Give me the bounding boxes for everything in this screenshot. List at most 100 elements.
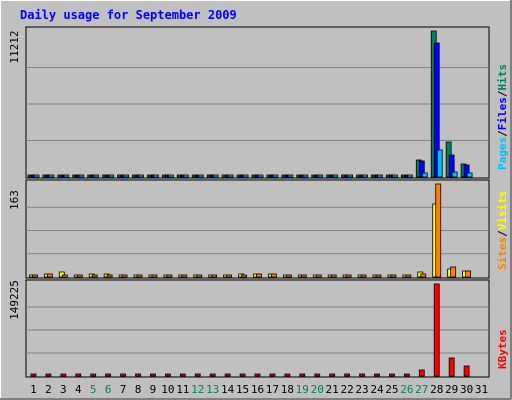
plot-area bbox=[25, 26, 490, 179]
bar-kbytes-day-11 bbox=[179, 373, 186, 377]
bar-sites-day-11 bbox=[181, 274, 188, 278]
bar-sites-day-21 bbox=[330, 274, 337, 278]
x-tick-label: 24 bbox=[370, 383, 384, 396]
bar-pages-day-25 bbox=[392, 174, 398, 178]
bar-pages-day-10 bbox=[167, 174, 174, 178]
bar-kbytes-day-22 bbox=[344, 373, 351, 377]
panel-2: 163 Sites/Visits bbox=[8, 179, 509, 279]
bar-pages-day-15 bbox=[242, 174, 249, 178]
panel-3: 149225 KBytes bbox=[8, 279, 509, 378]
bar-kbytes-day-20 bbox=[314, 373, 321, 377]
y-max-label: 11212 bbox=[8, 30, 21, 63]
bar-sites-day-3 bbox=[61, 274, 68, 278]
bar-kbytes-day-25 bbox=[389, 373, 395, 377]
legend-entry-visits: Visits bbox=[496, 191, 509, 231]
bar-pages-day-4 bbox=[78, 174, 85, 178]
bar-sites-day-25 bbox=[390, 274, 397, 278]
bar-sites-day-15 bbox=[241, 274, 247, 278]
bar-pages-day-27 bbox=[421, 172, 428, 178]
bar-kbytes-day-1 bbox=[30, 373, 37, 377]
bar-pages-day-16 bbox=[257, 174, 264, 178]
bar-kbytes-day-14 bbox=[224, 373, 231, 377]
x-tick-label: 10 bbox=[161, 383, 174, 396]
x-tick-label: 17 bbox=[266, 383, 279, 396]
bar-sites-day-22 bbox=[345, 274, 352, 278]
bar-pages-day-26 bbox=[406, 174, 413, 178]
bar-sites-day-24 bbox=[375, 274, 382, 278]
bar-sites-day-12 bbox=[196, 274, 203, 278]
legend-separator: / bbox=[496, 130, 509, 137]
x-tick-label: 18 bbox=[281, 383, 294, 396]
bar-pages-day-7 bbox=[123, 174, 129, 178]
x-tick-label: 20 bbox=[311, 383, 324, 396]
bar-sites-day-13 bbox=[211, 274, 218, 278]
bar-kbytes-day-18 bbox=[284, 373, 291, 377]
bar-kbytes-day-29 bbox=[448, 357, 455, 377]
bar-sites-day-4 bbox=[76, 274, 83, 278]
x-tick-label: 3 bbox=[60, 383, 67, 396]
bar-pages-day-24 bbox=[377, 174, 383, 178]
bar-kbytes-day-26 bbox=[403, 373, 410, 377]
legend-entry-kbytes: KBytes bbox=[496, 329, 509, 369]
x-tick-label: 16 bbox=[251, 383, 264, 396]
x-tick-label: 11 bbox=[176, 383, 189, 396]
bar-kbytes-day-28 bbox=[433, 283, 440, 377]
bar-sites-day-2 bbox=[47, 273, 53, 278]
bar-pages-day-6 bbox=[108, 174, 115, 178]
bar-sites-day-19 bbox=[300, 274, 307, 278]
bar-pages-day-13 bbox=[212, 174, 219, 178]
x-tick-label: 15 bbox=[236, 383, 249, 396]
legend-entry-hits: Hits bbox=[496, 64, 509, 91]
bar-pages-day-29 bbox=[451, 171, 458, 178]
bar-files-day-28 bbox=[433, 42, 440, 178]
bar-sites-day-10 bbox=[166, 274, 173, 278]
bar-pages-day-17 bbox=[272, 174, 279, 178]
bar-kbytes-day-27 bbox=[418, 369, 425, 377]
bar-sites-day-29 bbox=[450, 266, 457, 278]
bar-sites-day-1 bbox=[32, 274, 38, 278]
bar-sites-day-17 bbox=[271, 273, 277, 278]
bar-sites-day-14 bbox=[226, 274, 233, 278]
x-tick-label: 23 bbox=[355, 383, 368, 396]
bar-kbytes-day-4 bbox=[75, 373, 82, 377]
bar-pages-day-3 bbox=[63, 174, 70, 178]
bar-sites-day-27 bbox=[420, 273, 427, 278]
bar-sites-day-8 bbox=[136, 274, 143, 278]
bar-kbytes-day-5 bbox=[90, 373, 97, 377]
x-tick-label: 21 bbox=[326, 383, 339, 396]
bar-pages-day-9 bbox=[153, 174, 159, 178]
x-tick-label: 22 bbox=[340, 383, 353, 396]
bar-kbytes-day-19 bbox=[299, 373, 306, 377]
legend-separator: / bbox=[496, 90, 509, 97]
bar-pages-day-5 bbox=[93, 174, 100, 178]
bar-kbytes-day-24 bbox=[374, 373, 380, 377]
bar-pages-day-2 bbox=[48, 174, 55, 178]
bar-sites-day-16 bbox=[256, 273, 262, 278]
bar-kbytes-day-21 bbox=[329, 373, 336, 377]
bar-sites-day-28 bbox=[435, 183, 442, 278]
x-tick-label: 8 bbox=[135, 383, 142, 396]
legend: Sites/Visits bbox=[496, 191, 509, 271]
bar-pages-day-19 bbox=[302, 174, 309, 178]
legend: Pages/Files/Hits bbox=[496, 64, 509, 170]
bar-kbytes-day-10 bbox=[164, 373, 171, 377]
bar-kbytes-day-17 bbox=[269, 373, 276, 377]
bar-sites-day-20 bbox=[315, 274, 322, 278]
x-tick-label: 6 bbox=[105, 383, 112, 396]
bar-kbytes-day-12 bbox=[194, 373, 201, 377]
x-tick-label: 9 bbox=[150, 383, 157, 396]
bar-sites-day-9 bbox=[151, 274, 158, 278]
x-tick-label: 31 bbox=[475, 383, 488, 396]
bar-kbytes-day-9 bbox=[150, 373, 156, 377]
bar-files-day-27 bbox=[418, 160, 425, 178]
bar-pages-day-23 bbox=[362, 174, 368, 178]
bar-visits-day-3 bbox=[58, 271, 65, 278]
bar-kbytes-day-23 bbox=[359, 373, 365, 377]
legend-entry-pages: Pages bbox=[496, 137, 509, 170]
bar-sites-day-7 bbox=[121, 274, 128, 278]
x-tick-label: 27 bbox=[415, 383, 428, 396]
x-tick-label: 5 bbox=[90, 383, 97, 396]
bar-files-day-30 bbox=[463, 164, 470, 178]
x-tick-label: 1 bbox=[30, 383, 37, 396]
